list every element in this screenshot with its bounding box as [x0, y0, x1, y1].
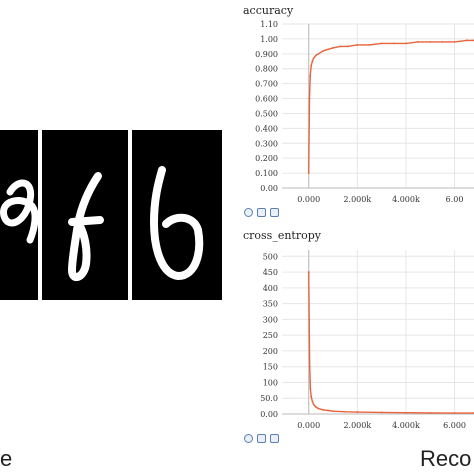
cross-entropy-chart-title: cross_entropy	[243, 229, 321, 242]
digit-image-3	[132, 130, 222, 300]
cross-entropy-y-tick-label: 500	[263, 252, 278, 261]
accuracy-data-point	[309, 75, 312, 78]
accuracy-y-tick-label: 0.00	[260, 184, 278, 193]
accuracy-data-point	[441, 40, 444, 43]
cross-entropy-y-tick-label: 400	[263, 284, 278, 293]
cross-entropy-data-point	[312, 403, 315, 406]
fit-domain-icon[interactable]	[270, 434, 279, 443]
digit-glyph-1	[0, 179, 38, 244]
cross-entropy-data-point	[429, 411, 432, 414]
accuracy-chart-title: accuracy	[243, 4, 294, 17]
cross-entropy-y-tick-label: 0.00	[260, 410, 278, 419]
cross-entropy-chart: 500 450 400 350 300 250 200 150 100 50.0 0.00 0.000…	[260, 250, 474, 430]
accuracy-data-point	[307, 172, 310, 174]
expand-icon[interactable]	[244, 434, 253, 443]
accuracy-y-tick-label: 1.00	[260, 35, 278, 44]
accuracy-data-point	[332, 46, 334, 49]
accuracy-chart: 1.10 1.00 0.900 0.800 0.700 0.600 0.500 0.400 0.…	[255, 20, 474, 204]
cross-entropy-data-point	[317, 407, 320, 410]
data-table-icon[interactable]	[257, 208, 266, 217]
cross-entropy-data-point	[315, 406, 317, 408]
accuracy-y-tick-label: 0.400	[255, 124, 278, 133]
digit-glyph-2	[68, 172, 104, 282]
cross-entropy-y-tick-label: 100	[263, 378, 278, 387]
cross-entropy-data-point	[332, 410, 334, 413]
accuracy-y-tick-label: 0.600	[255, 95, 278, 104]
accuracy-data-point	[392, 42, 395, 45]
accuracy-data-point	[308, 97, 311, 100]
accuracy-data-point	[368, 43, 371, 46]
cross-entropy-y-tick-label: 50.0	[260, 394, 278, 403]
fit-domain-icon[interactable]	[270, 208, 279, 217]
digit-image-1	[0, 130, 38, 300]
cross-entropy-data-point	[453, 412, 456, 414]
accuracy-x-tick-label: 6.00	[446, 195, 464, 204]
digit-image-2	[42, 130, 128, 300]
cross-entropy-data-point	[356, 411, 359, 414]
cross-entropy-data-point	[344, 410, 347, 413]
accuracy-data-point	[453, 40, 456, 43]
cross-entropy-data-point	[322, 409, 325, 411]
accuracy-y-tick-label: 0.700	[255, 80, 278, 89]
accuracy-data-point	[310, 64, 313, 67]
cross-entropy-data-point	[405, 411, 407, 414]
cross-entropy-y-tick-label: 300	[263, 315, 278, 324]
accuracy-data-point	[405, 42, 407, 45]
accuracy-data-point	[322, 49, 325, 52]
cross-entropy-data-point	[310, 395, 313, 398]
accuracy-data-point	[465, 39, 468, 42]
cross-entropy-y-tick-label: 200	[263, 347, 278, 356]
cross-entropy-data-point	[308, 365, 311, 368]
cross-entropy-y-tick-label: 150	[263, 363, 278, 372]
accuracy-x-tick-label: 4.000k	[392, 195, 420, 204]
cross-entropy-y-tick-label: 250	[263, 331, 278, 340]
accuracy-y-tick-label: 0.500	[255, 109, 278, 118]
accuracy-data-point	[356, 43, 359, 46]
digit-images-panel	[0, 130, 222, 300]
cross-entropy-data-point	[311, 400, 314, 403]
expand-icon[interactable]	[244, 208, 253, 217]
cross-entropy-x-tick-label: 4.000k	[392, 421, 420, 430]
cross-entropy-series-line	[308, 272, 474, 414]
accuracy-y-tick-label: 0.900	[255, 50, 278, 59]
accuracy-data-point	[417, 40, 420, 43]
accuracy-series-line	[308, 39, 474, 174]
cross-entropy-data-point	[309, 387, 312, 390]
accuracy-data-point	[311, 60, 314, 63]
right-caption: Reco	[420, 446, 472, 471]
cross-entropy-data-point	[327, 409, 330, 412]
accuracy-x-tick-label: 2.000k	[343, 195, 371, 204]
cross-entropy-data-point	[308, 318, 311, 321]
accuracy-data-point	[312, 57, 315, 60]
digit-glyph-3	[150, 166, 204, 280]
accuracy-y-tick-label: 0.200	[255, 154, 278, 163]
accuracy-y-tick-label: 0.300	[255, 139, 278, 148]
accuracy-data-point	[315, 54, 317, 57]
accuracy-data-point	[429, 40, 432, 43]
cross-entropy-data-point	[307, 271, 310, 273]
cross-entropy-x-tick-label: 6.000	[443, 421, 466, 430]
accuracy-data-point	[380, 42, 383, 45]
accuracy-data-point	[346, 45, 349, 48]
data-table-icon[interactable]	[257, 434, 266, 443]
accuracy-data-point	[327, 48, 330, 51]
accuracy-x-tick-label: 0.000	[297, 195, 320, 204]
cross-entropy-data-point	[380, 411, 383, 414]
cross-entropy-x-tick-label: 0.000	[297, 421, 320, 430]
accuracy-data-point	[317, 52, 320, 55]
cross-entropy-y-tick-label: 350	[263, 300, 278, 309]
cross-entropy-y-tick-label: 450	[263, 268, 278, 277]
accuracy-y-tick-label: 0.100	[255, 169, 278, 178]
accuracy-y-tick-label: 1.10	[260, 20, 278, 29]
cross-entropy-x-tick-label: 2.000k	[343, 421, 371, 430]
accuracy-y-tick-label: 0.800	[255, 65, 278, 74]
left-caption: e	[0, 446, 13, 471]
accuracy-data-point	[339, 45, 342, 48]
